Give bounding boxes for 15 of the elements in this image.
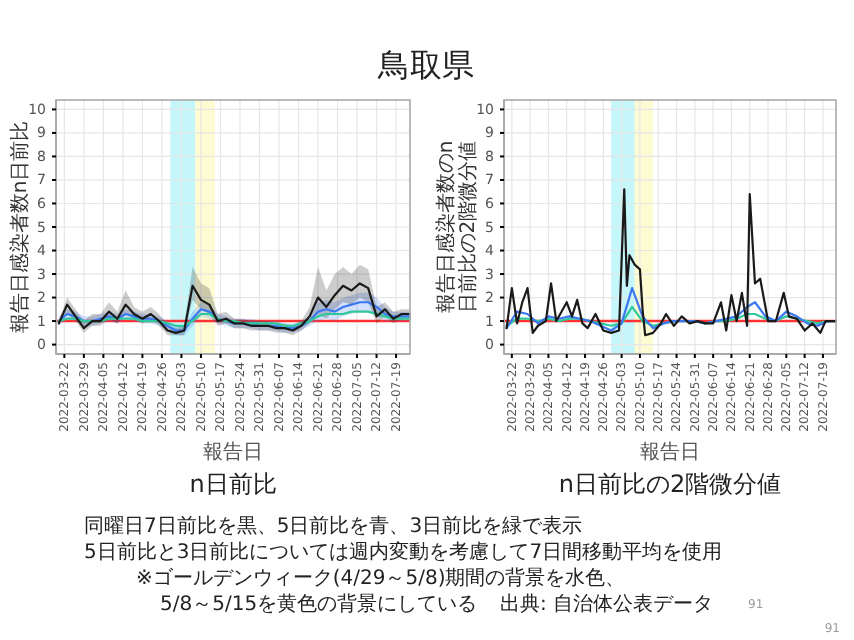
- text: 5日前比と3日前比については週内変動を考慮して7日間移動平均を使用: [84, 540, 723, 564]
- text: 5/8～5/15を黄色の背景にしている: [160, 592, 478, 616]
- line-series: [505, 188, 838, 337]
- chart-title: 鳥取県: [376, 46, 474, 84]
- text: 同曜日7日前比を黒、5日前比を青、3日前比を緑で表示: [84, 514, 583, 538]
- x-axis-title: 報告日: [640, 440, 700, 464]
- x-axis-title: 報告日: [203, 440, 263, 464]
- text: n日前比: [189, 470, 277, 498]
- y-axis-title: 報告日感染者数n日前比: [8, 120, 32, 334]
- line-series: [57, 282, 412, 334]
- source-note: 出典: 自治体公表データ: [500, 592, 714, 616]
- line-series: [57, 310, 412, 327]
- text: ※ゴールデンウィーク(4/29～5/8)期間の背景を水色、: [136, 566, 626, 590]
- y-axis-title: 報告日感染者数のn日前比の2階微分値: [434, 140, 480, 314]
- text: n日前比の2階微分値: [558, 470, 782, 498]
